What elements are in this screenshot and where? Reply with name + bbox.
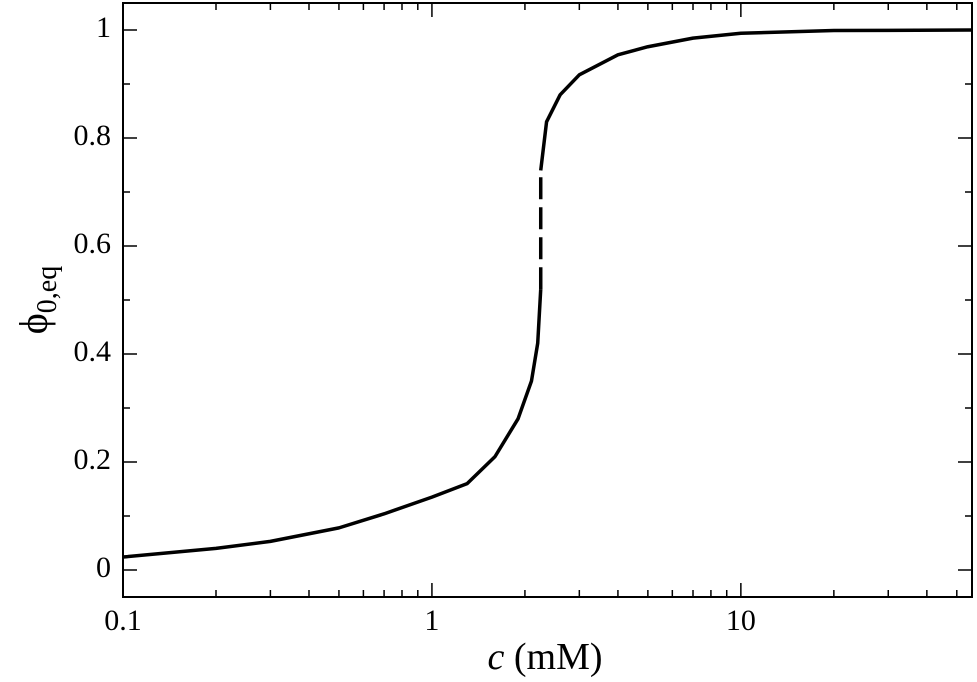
y-tick-label: 0.8	[74, 119, 112, 152]
x-label-var: c	[487, 636, 504, 678]
x-tick-label: 10	[726, 604, 756, 637]
x-label-unit: (mM)	[514, 636, 603, 678]
x-axis-label: c (mM)	[487, 636, 602, 678]
y-tick-label: 0.4	[74, 335, 112, 368]
y-label-subscript: 0,eq	[32, 266, 63, 313]
curve	[122, 289, 543, 559]
y-axis-label: ϕ0,eq	[11, 266, 63, 335]
y-tick-label: 0.2	[74, 443, 112, 476]
plot-frame	[122, 2, 973, 598]
y-label: ϕ	[11, 313, 56, 334]
y-tick-label: 0.6	[74, 227, 112, 260]
curve	[538, 28, 973, 171]
y-tick-label: 1	[96, 11, 111, 44]
x-tick-label: 0.1	[104, 604, 142, 637]
y-tick-label: 0	[96, 551, 111, 584]
x-tick-label: 1	[424, 604, 439, 637]
